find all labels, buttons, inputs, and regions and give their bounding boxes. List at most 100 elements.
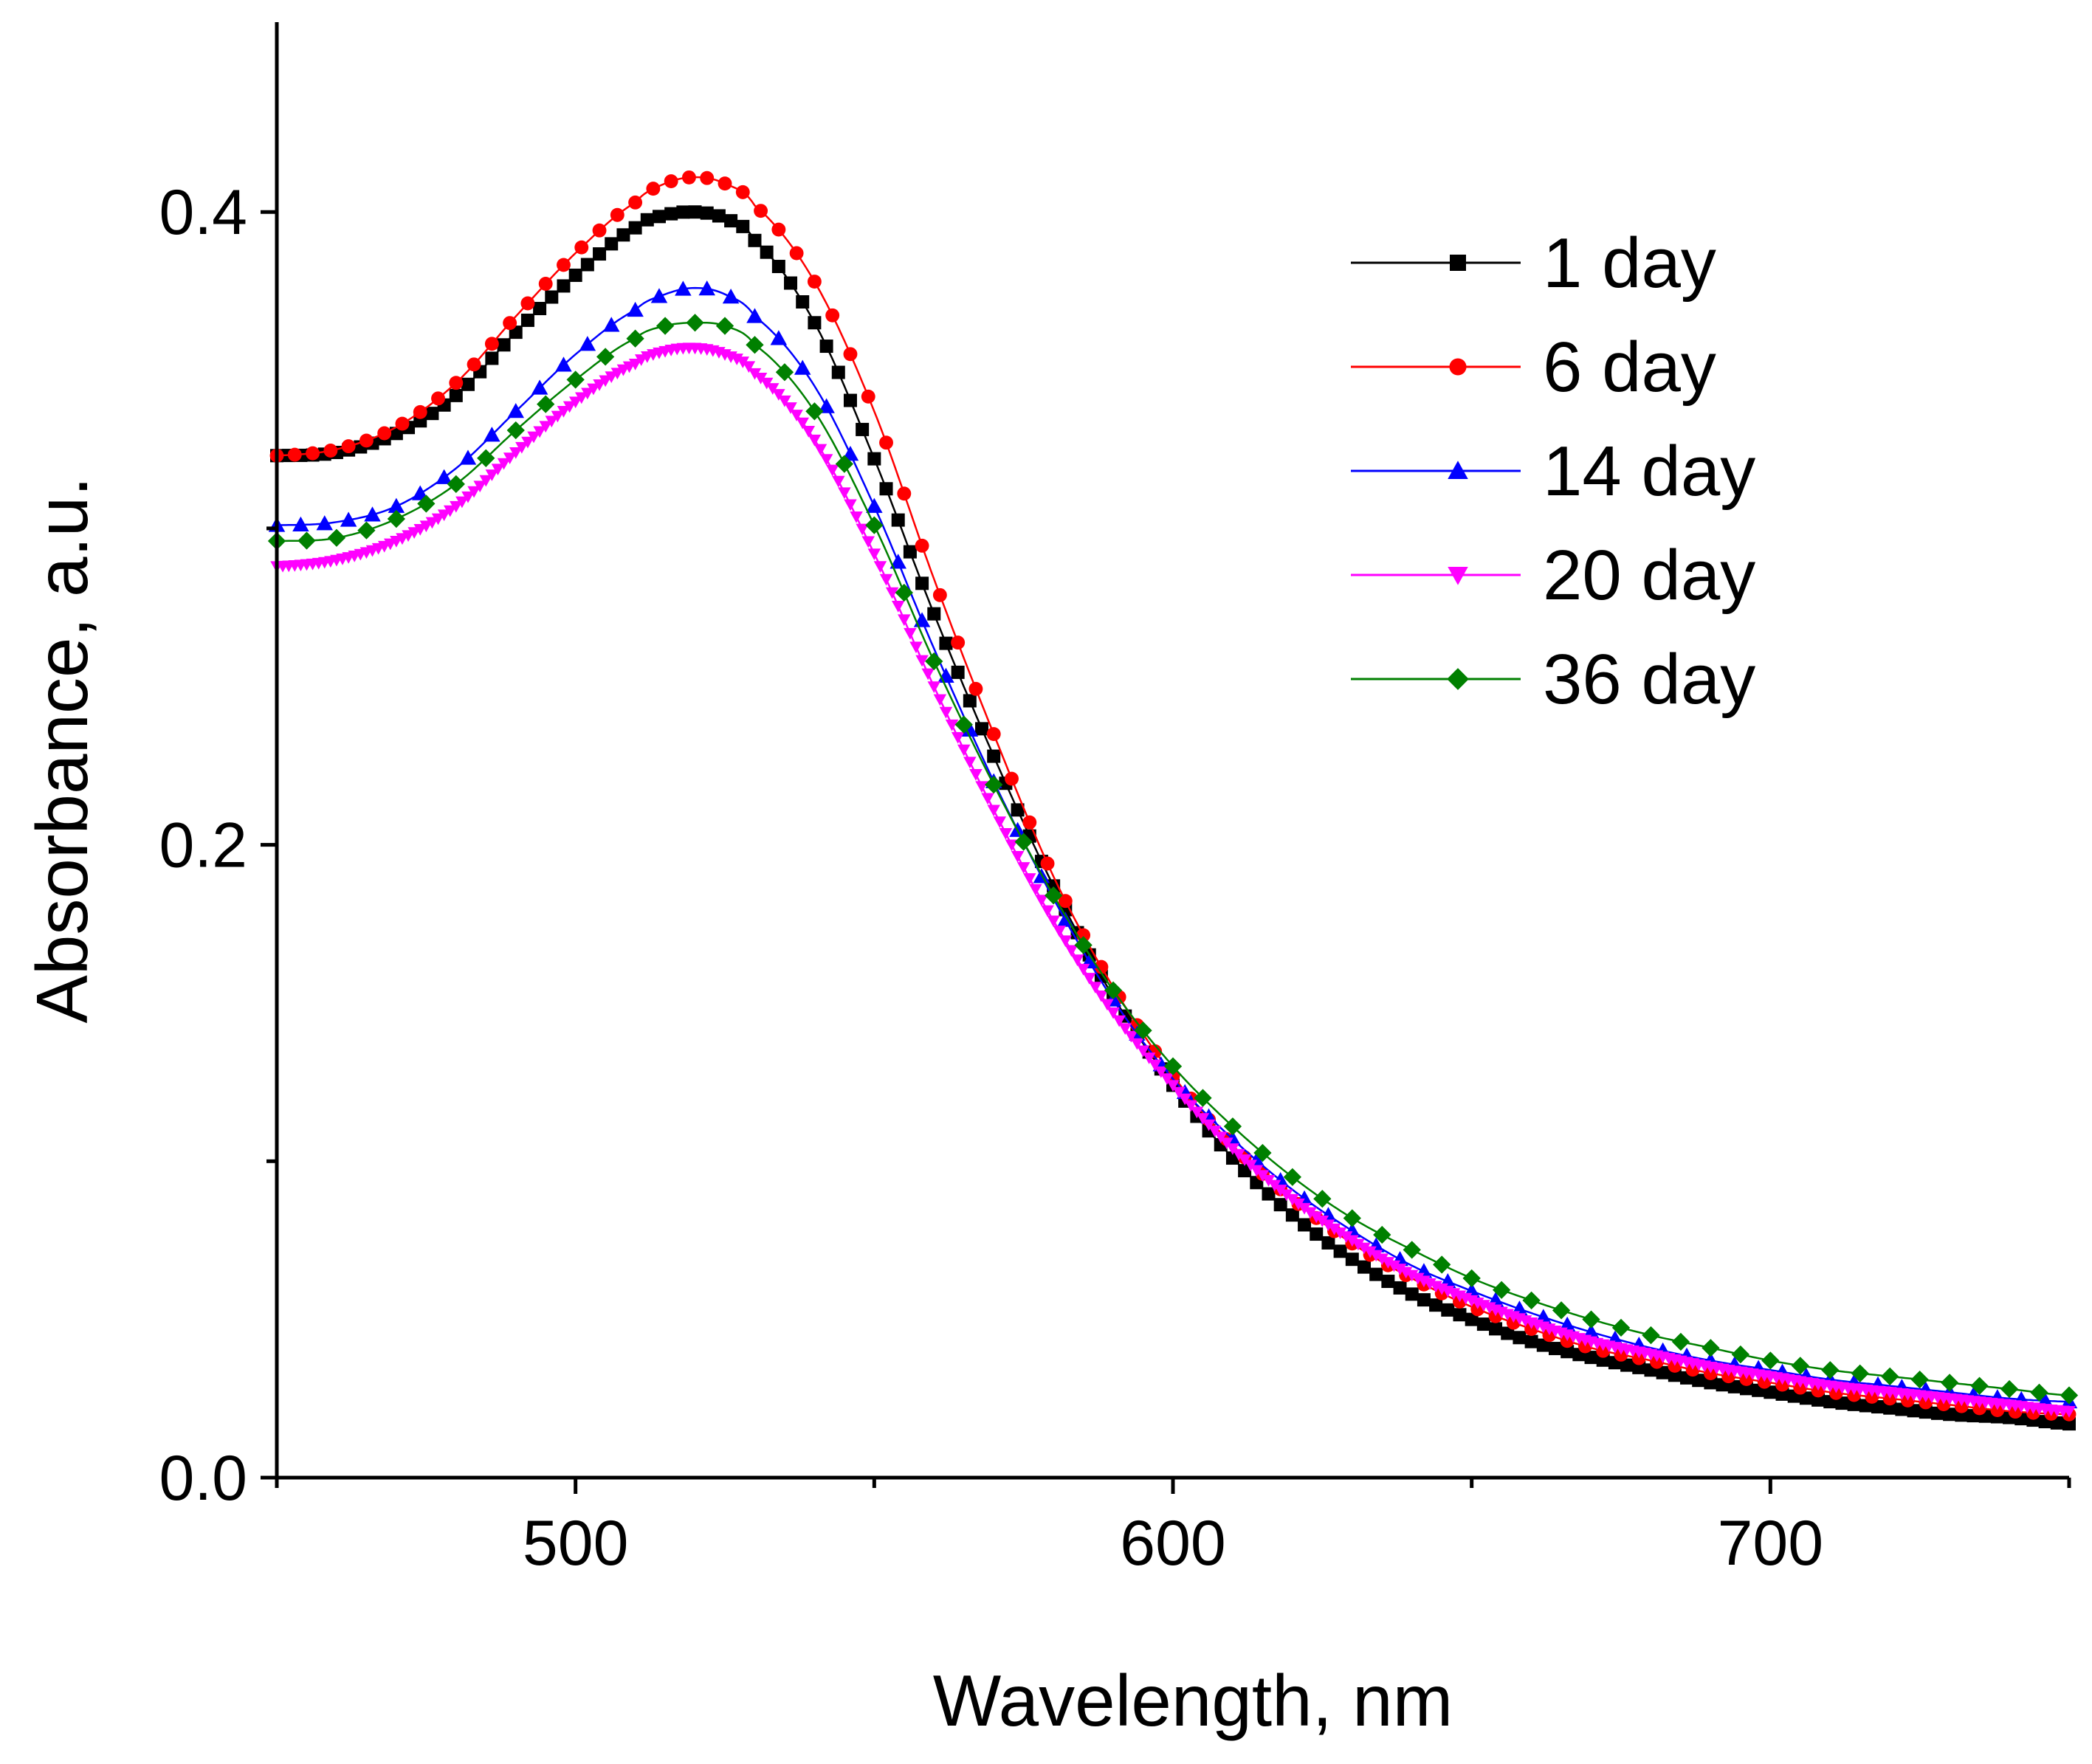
data-point [1704, 1376, 1718, 1390]
data-point [1333, 1244, 1347, 1258]
data-point [688, 205, 702, 219]
data-point [951, 665, 965, 679]
data-point [1357, 1260, 1371, 1274]
data-point [1393, 1264, 1407, 1275]
data-point [1280, 1189, 1293, 1202]
data-point [287, 447, 302, 462]
data-point [927, 607, 941, 621]
data-point [897, 486, 912, 501]
data-point [1044, 886, 1063, 905]
data-point [503, 316, 517, 331]
data-point [700, 170, 715, 185]
data-point [664, 174, 678, 188]
data-point [1764, 1385, 1778, 1399]
data-point [292, 516, 309, 532]
data-point [961, 721, 979, 737]
data-point [850, 511, 863, 523]
data-point [485, 351, 499, 365]
data-point [323, 444, 338, 458]
data-point [715, 317, 734, 335]
data-point [297, 531, 316, 550]
data-point [1016, 862, 1030, 874]
data-point [1692, 1374, 1706, 1388]
data-point [861, 389, 875, 404]
data-point [802, 425, 816, 438]
data-point [562, 401, 577, 413]
y-tick-label: 0.2 [159, 810, 247, 881]
data-point [1369, 1267, 1383, 1281]
legend-item-1-day: 1 day [1351, 224, 1716, 303]
data-point [340, 511, 357, 527]
y-tick-label: 0.0 [159, 1443, 247, 1514]
data-point [891, 600, 905, 613]
data-point [479, 475, 493, 487]
data-point [387, 509, 406, 528]
data-point [1059, 935, 1073, 948]
data-point [1142, 1052, 1156, 1064]
data-point [1070, 954, 1084, 967]
legend-marker [1449, 358, 1467, 376]
data-point [915, 538, 929, 553]
data-point [1501, 1326, 1515, 1340]
legend-label: 14 day [1543, 432, 1755, 511]
data-point [681, 170, 696, 185]
data-point [772, 389, 785, 401]
data-point [449, 388, 463, 402]
data-point [1453, 1308, 1467, 1322]
data-point [993, 816, 1007, 829]
data-point [485, 469, 499, 481]
series-14-day [268, 280, 2078, 1409]
data-point [895, 583, 913, 602]
data-point [987, 749, 1001, 763]
data-point [1919, 1405, 1933, 1419]
data-point [1285, 1208, 1299, 1222]
data-point [742, 361, 756, 373]
data-point [722, 289, 740, 304]
data-point [1112, 1015, 1126, 1027]
data-point [1166, 1080, 1180, 1092]
data-point [1076, 963, 1090, 976]
data-point [592, 223, 607, 238]
data-point [1727, 1379, 1741, 1393]
data-point [1011, 850, 1025, 863]
data-point [746, 308, 763, 323]
data-point [1405, 1287, 1419, 1301]
data-point [760, 245, 774, 259]
data-point [1548, 1342, 1562, 1356]
ticks: 500 600 700 0.0 0.2 0.4 [159, 177, 2071, 1579]
data-point [627, 301, 644, 317]
data-point [765, 383, 780, 395]
data-point [805, 402, 824, 421]
data-point [1522, 1291, 1541, 1310]
data-point [628, 358, 642, 371]
data-point [395, 416, 410, 431]
data-point [1492, 1281, 1511, 1299]
data-point [730, 354, 743, 365]
x-axis-title: Wavelength, nm [933, 1660, 1453, 1741]
data-point [425, 407, 439, 421]
data-point [431, 513, 445, 526]
data-point [628, 195, 643, 210]
data-point [1238, 1164, 1252, 1178]
data-point [610, 207, 624, 222]
data-point [1970, 1377, 1989, 1395]
data-point [1053, 926, 1066, 937]
data-point [698, 280, 715, 296]
data-point [459, 449, 477, 465]
legend-item-6-day: 6 day [1351, 328, 1716, 407]
data-point [533, 302, 547, 316]
data-point [867, 548, 881, 560]
data-point [443, 505, 457, 517]
data-point [616, 228, 630, 242]
data-point [1375, 1253, 1389, 1266]
data-point [640, 213, 654, 227]
series-line-20-day [276, 347, 2070, 1413]
data-point [656, 317, 675, 335]
data-point [985, 776, 1003, 794]
data-point [1462, 1269, 1481, 1288]
data-point [1883, 1401, 1897, 1415]
data-point [844, 499, 857, 511]
data-point [921, 668, 935, 681]
x-tick-label: 500 [523, 1508, 629, 1579]
data-point [411, 485, 429, 500]
